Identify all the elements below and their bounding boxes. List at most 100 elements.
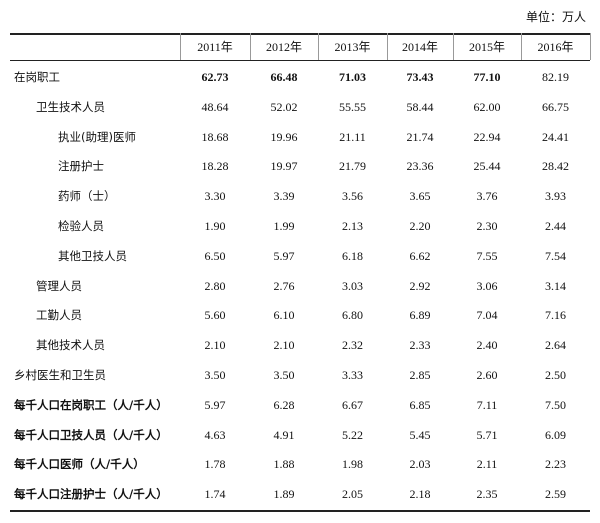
- value-cell: 62.73: [201, 70, 229, 84]
- header-cell: 2012年: [265, 40, 302, 54]
- value-cell: 22.94: [473, 129, 501, 144]
- value-cell: 2.76: [273, 278, 295, 293]
- value-cell: 48.64: [201, 99, 229, 114]
- value-cell: 6.89: [409, 308, 431, 323]
- header-cell: 2015年: [468, 40, 505, 54]
- value-cell: 21.74: [406, 129, 434, 144]
- value-cell: 5.22: [342, 427, 363, 442]
- column-divider: [250, 33, 251, 60]
- value-cell: 6.62: [409, 248, 431, 263]
- value-cell: 2.92: [409, 278, 431, 293]
- value-cell: 2.80: [204, 278, 226, 293]
- value-cell: 7.54: [545, 248, 566, 263]
- value-cell: 2.18: [409, 487, 431, 502]
- value-cell: 2.03: [409, 457, 431, 472]
- value-cell: 58.44: [406, 99, 434, 114]
- row-label: 乡村医生和卫生员: [14, 368, 106, 382]
- value-cell: 3.33: [342, 368, 363, 382]
- row-label: 工勤人员: [36, 308, 82, 323]
- value-cell: 5.60: [204, 308, 226, 323]
- value-cell: 3.56: [342, 189, 363, 204]
- value-cell: 3.39: [273, 189, 295, 204]
- value-cell: 3.50: [273, 368, 295, 382]
- value-cell: 2.40: [476, 338, 498, 353]
- row-label: 其他卫技人员: [58, 248, 127, 263]
- value-cell: 21.79: [339, 159, 366, 174]
- value-cell: 3.03: [342, 278, 363, 293]
- value-cell: 5.97: [273, 248, 295, 263]
- value-cell: 62.00: [473, 99, 501, 114]
- value-cell: 6.18: [342, 248, 363, 263]
- value-cell: 2.60: [476, 368, 498, 382]
- row-label: 卫生技术人员: [36, 99, 105, 114]
- value-cell: 2.13: [342, 219, 363, 233]
- row-label: 检验人员: [58, 219, 104, 233]
- value-cell: 1.99: [273, 219, 295, 233]
- value-cell: 66.48: [270, 70, 298, 84]
- value-cell: 18.28: [201, 159, 229, 174]
- value-cell: 6.09: [545, 427, 566, 442]
- row-label: 药师（士）: [58, 189, 116, 204]
- value-cell: 2.23: [545, 457, 566, 472]
- row-label: 每千人口注册护士（人/千人）: [14, 487, 168, 502]
- value-cell: 2.11: [476, 457, 498, 472]
- value-cell: 2.33: [409, 338, 431, 353]
- column-divider: [453, 33, 454, 60]
- value-cell: 1.78: [204, 457, 226, 472]
- column-divider: [590, 33, 591, 60]
- row-label: 在岗职工: [14, 70, 60, 84]
- value-cell: 21.11: [339, 129, 366, 144]
- value-cell: 24.41: [542, 129, 569, 144]
- value-cell: 1.89: [273, 487, 295, 502]
- value-cell: 2.35: [476, 487, 498, 502]
- value-cell: 1.88: [273, 457, 295, 472]
- value-cell: 3.65: [409, 189, 431, 204]
- value-cell: 2.10: [273, 338, 295, 353]
- value-cell: 19.97: [270, 159, 298, 174]
- row-label: 其他技术人员: [36, 338, 105, 353]
- value-cell: 6.10: [273, 308, 295, 323]
- unit-label: 单位：万人: [525, 10, 586, 24]
- value-cell: 7.16: [545, 308, 566, 323]
- value-cell: 25.44: [473, 159, 501, 174]
- value-cell: 3.06: [476, 278, 498, 293]
- value-cell: 66.75: [542, 99, 569, 114]
- header-cell: 2014年: [401, 40, 438, 54]
- value-cell: 28.42: [542, 159, 569, 174]
- value-cell: 23.36: [406, 159, 434, 174]
- value-cell: 2.59: [545, 487, 566, 502]
- value-cell: 2.64: [545, 338, 566, 353]
- value-cell: 7.55: [476, 248, 498, 263]
- value-cell: 4.91: [273, 427, 295, 442]
- value-cell: 6.50: [204, 248, 226, 263]
- row-label: 注册护士: [58, 159, 104, 174]
- value-cell: 6.67: [342, 397, 363, 412]
- value-cell: 3.30: [204, 189, 226, 204]
- table-bottom-border: [10, 510, 590, 512]
- value-cell: 3.76: [476, 189, 498, 204]
- value-cell: 82.19: [542, 70, 569, 84]
- value-cell: 7.04: [476, 308, 498, 323]
- value-cell: 2.50: [545, 368, 566, 382]
- value-cell: 3.50: [204, 368, 226, 382]
- value-cell: 1.98: [342, 457, 363, 472]
- value-cell: 2.32: [342, 338, 363, 353]
- value-cell: 19.96: [270, 129, 298, 144]
- row-label: 每千人口在岗职工（人/千人）: [14, 397, 168, 412]
- row-label: 执业(助理)医师: [58, 129, 136, 144]
- value-cell: 5.45: [409, 427, 431, 442]
- value-cell: 55.55: [339, 99, 366, 114]
- row-label: 每千人口卫技人员（人/千人）: [14, 427, 168, 442]
- value-cell: 1.74: [204, 487, 226, 502]
- value-cell: 3.14: [545, 278, 566, 293]
- column-divider: [180, 33, 181, 60]
- value-cell: 1.90: [204, 219, 226, 233]
- header-cell: 2013年: [334, 40, 371, 54]
- value-cell: 5.97: [204, 397, 226, 412]
- column-divider: [387, 33, 388, 60]
- value-cell: 18.68: [201, 129, 229, 144]
- value-cell: 7.11: [476, 397, 498, 412]
- value-cell: 6.28: [273, 397, 295, 412]
- value-cell: 6.80: [342, 308, 363, 323]
